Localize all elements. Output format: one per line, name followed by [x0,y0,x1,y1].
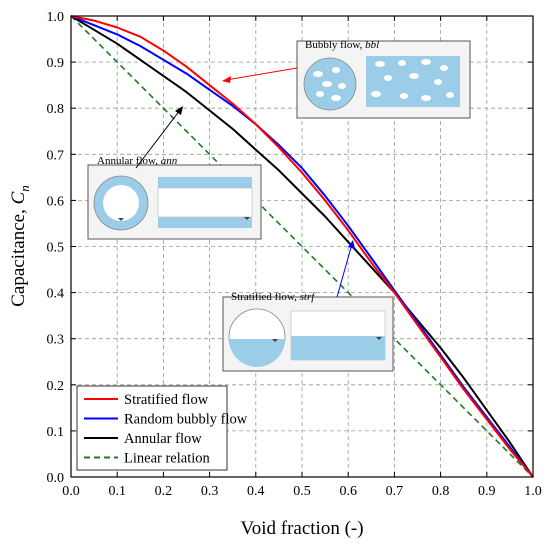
x-axis-title: Void fraction (-) [240,518,363,539]
inset-annular: Annular flow, ann [87,155,262,240]
y-tick-label: 0.4 [47,287,65,302]
x-tick-label: 0.0 [62,484,80,499]
x-tick-label: 0.3 [201,484,219,499]
x-tick-label: 0.2 [155,484,173,499]
annotation-arrows [135,67,355,298]
x-tick-label: 0.8 [432,484,450,499]
inset-bubbly-title: Bubbly flow, bbl [305,39,379,51]
legend-label: Annular flow [124,431,202,447]
x-tick-label: 0.9 [478,484,496,499]
x-tick-label: 1.0 [524,484,542,499]
inset-annular-title: Annular flow, ann [97,155,178,167]
y-tick-label: 0.1 [47,425,65,440]
y-tick-label: 1.0 [47,10,65,25]
series-linear-relation [70,15,534,478]
series-random-bubbly-flow [70,15,534,478]
y-tick-label: 0.3 [47,333,65,348]
legend-label: Linear relation [124,451,210,467]
series-layer [70,15,534,478]
series-annular-flow [70,15,534,478]
y-tick-label: 0.0 [47,471,65,486]
x-tick-label: 0.7 [386,484,404,499]
legend-items: Stratified flow Random bubbly flow Annular… [84,392,248,467]
y-tick-label: 0.6 [47,194,65,209]
series-stratified-flow [70,15,534,478]
ticks: 0.0 0.1 0.2 0.3 0.4 0.5 0.6 0.7 0.8 0.9 1.0 0.0 0.1 0… [47,10,542,499]
legend-label: Stratified flow [124,392,209,408]
legend-label: Random bubbly flow [124,412,248,428]
x-tick-label: 0.6 [339,484,357,499]
inset-bubbly: Bubbly flow, bbl [296,39,471,119]
x-tick-label: 0.1 [108,484,126,499]
legend: Stratified flow Random bubbly flow Annular… [76,385,248,471]
inset-stratified-title: Stratified flow, strf [231,291,316,303]
y-tick-label: 0.5 [47,241,65,256]
inset-stratified: Stratified flow, strf [222,291,394,372]
y-tick-label: 0.9 [47,56,65,71]
y-tick-label: 0.8 [47,102,65,117]
y-tick-label: 0.7 [47,148,65,163]
y-axis-title: Capacitance, Cn [8,185,32,307]
y-tick-label: 0.2 [47,379,65,394]
x-tick-label: 0.4 [247,484,265,499]
x-tick-label: 0.5 [293,484,311,499]
